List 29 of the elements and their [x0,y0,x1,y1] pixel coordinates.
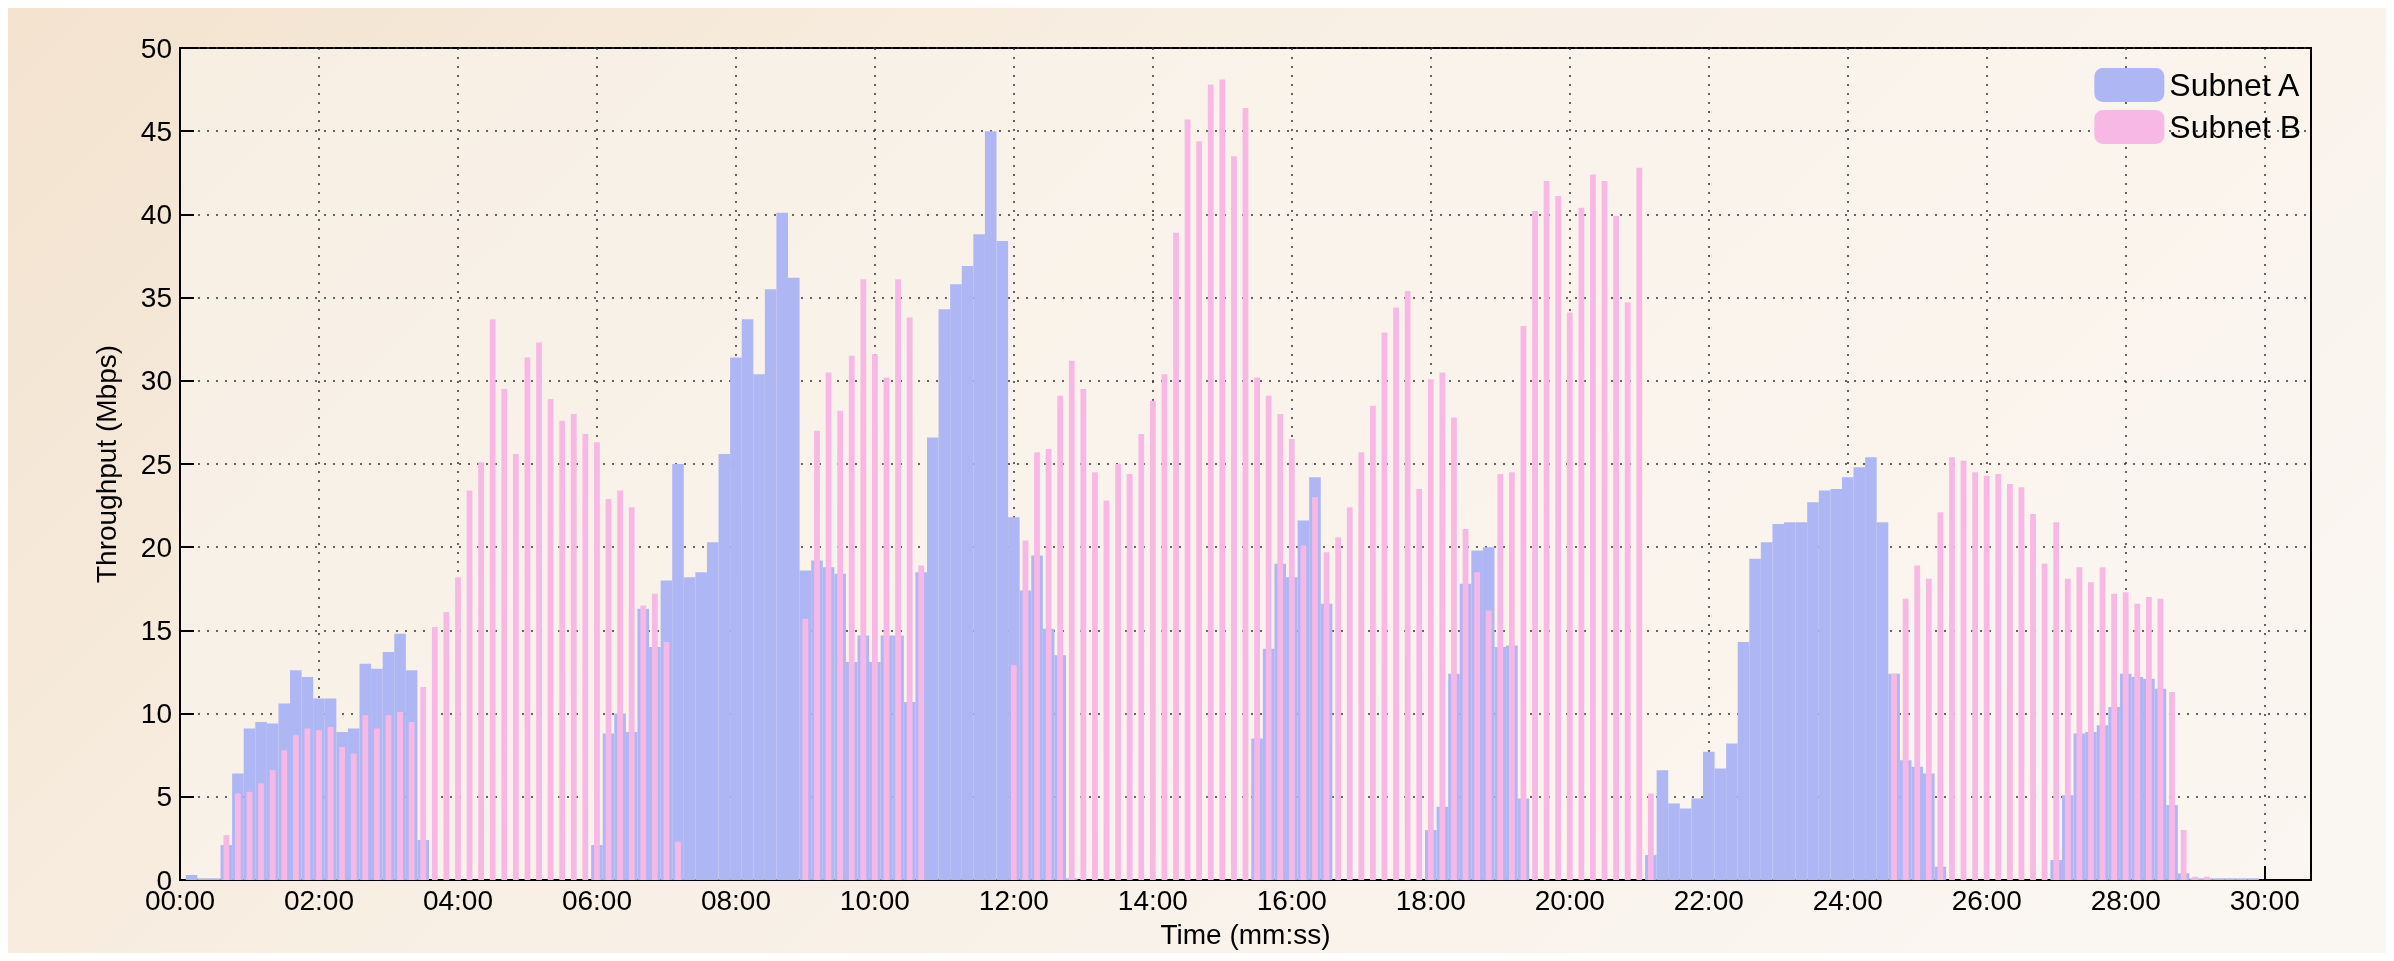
legend-label: Subnet B [2169,109,2301,145]
y-tick-label: 20 [140,531,172,563]
y-tick-label: 10 [140,698,172,730]
x-tick-label: 30:00 [2229,884,2300,916]
x-tick-label: 24:00 [1812,884,1883,916]
x-tick-label: 10:00 [839,884,910,916]
y-tick-label: 50 [140,32,172,64]
x-tick-label: 08:00 [700,884,771,916]
y-tick-label: 30 [140,365,172,397]
x-tick-label: 26:00 [1951,884,2022,916]
x-tick-label: 20:00 [1534,884,1605,916]
y-tick-label: 35 [140,282,172,314]
x-tick-label: 18:00 [1395,884,1466,916]
legend-label: Subnet A [2169,67,2300,103]
y-tick-label: 45 [140,115,172,147]
y-tick-label: 5 [156,781,172,813]
x-tick-label: 16:00 [1256,884,1327,916]
x-tick-label: 12:00 [978,884,1049,916]
y-tick-label: 40 [140,198,172,230]
x-tick-label: 04:00 [422,884,493,916]
x-axis-title: Time (mm:ss) [1160,918,1331,950]
y-tick-label: 25 [140,448,172,480]
x-tick-label: 06:00 [561,884,632,916]
x-tick-label: 14:00 [1117,884,1188,916]
x-tick-label: 02:00 [283,884,355,916]
x-tick-label: 22:00 [1673,884,1744,916]
y-tick-label: 15 [140,614,172,646]
y-axis-title: Throughput (Mbps) [90,344,122,584]
x-tick-label: 28:00 [2090,884,2161,916]
